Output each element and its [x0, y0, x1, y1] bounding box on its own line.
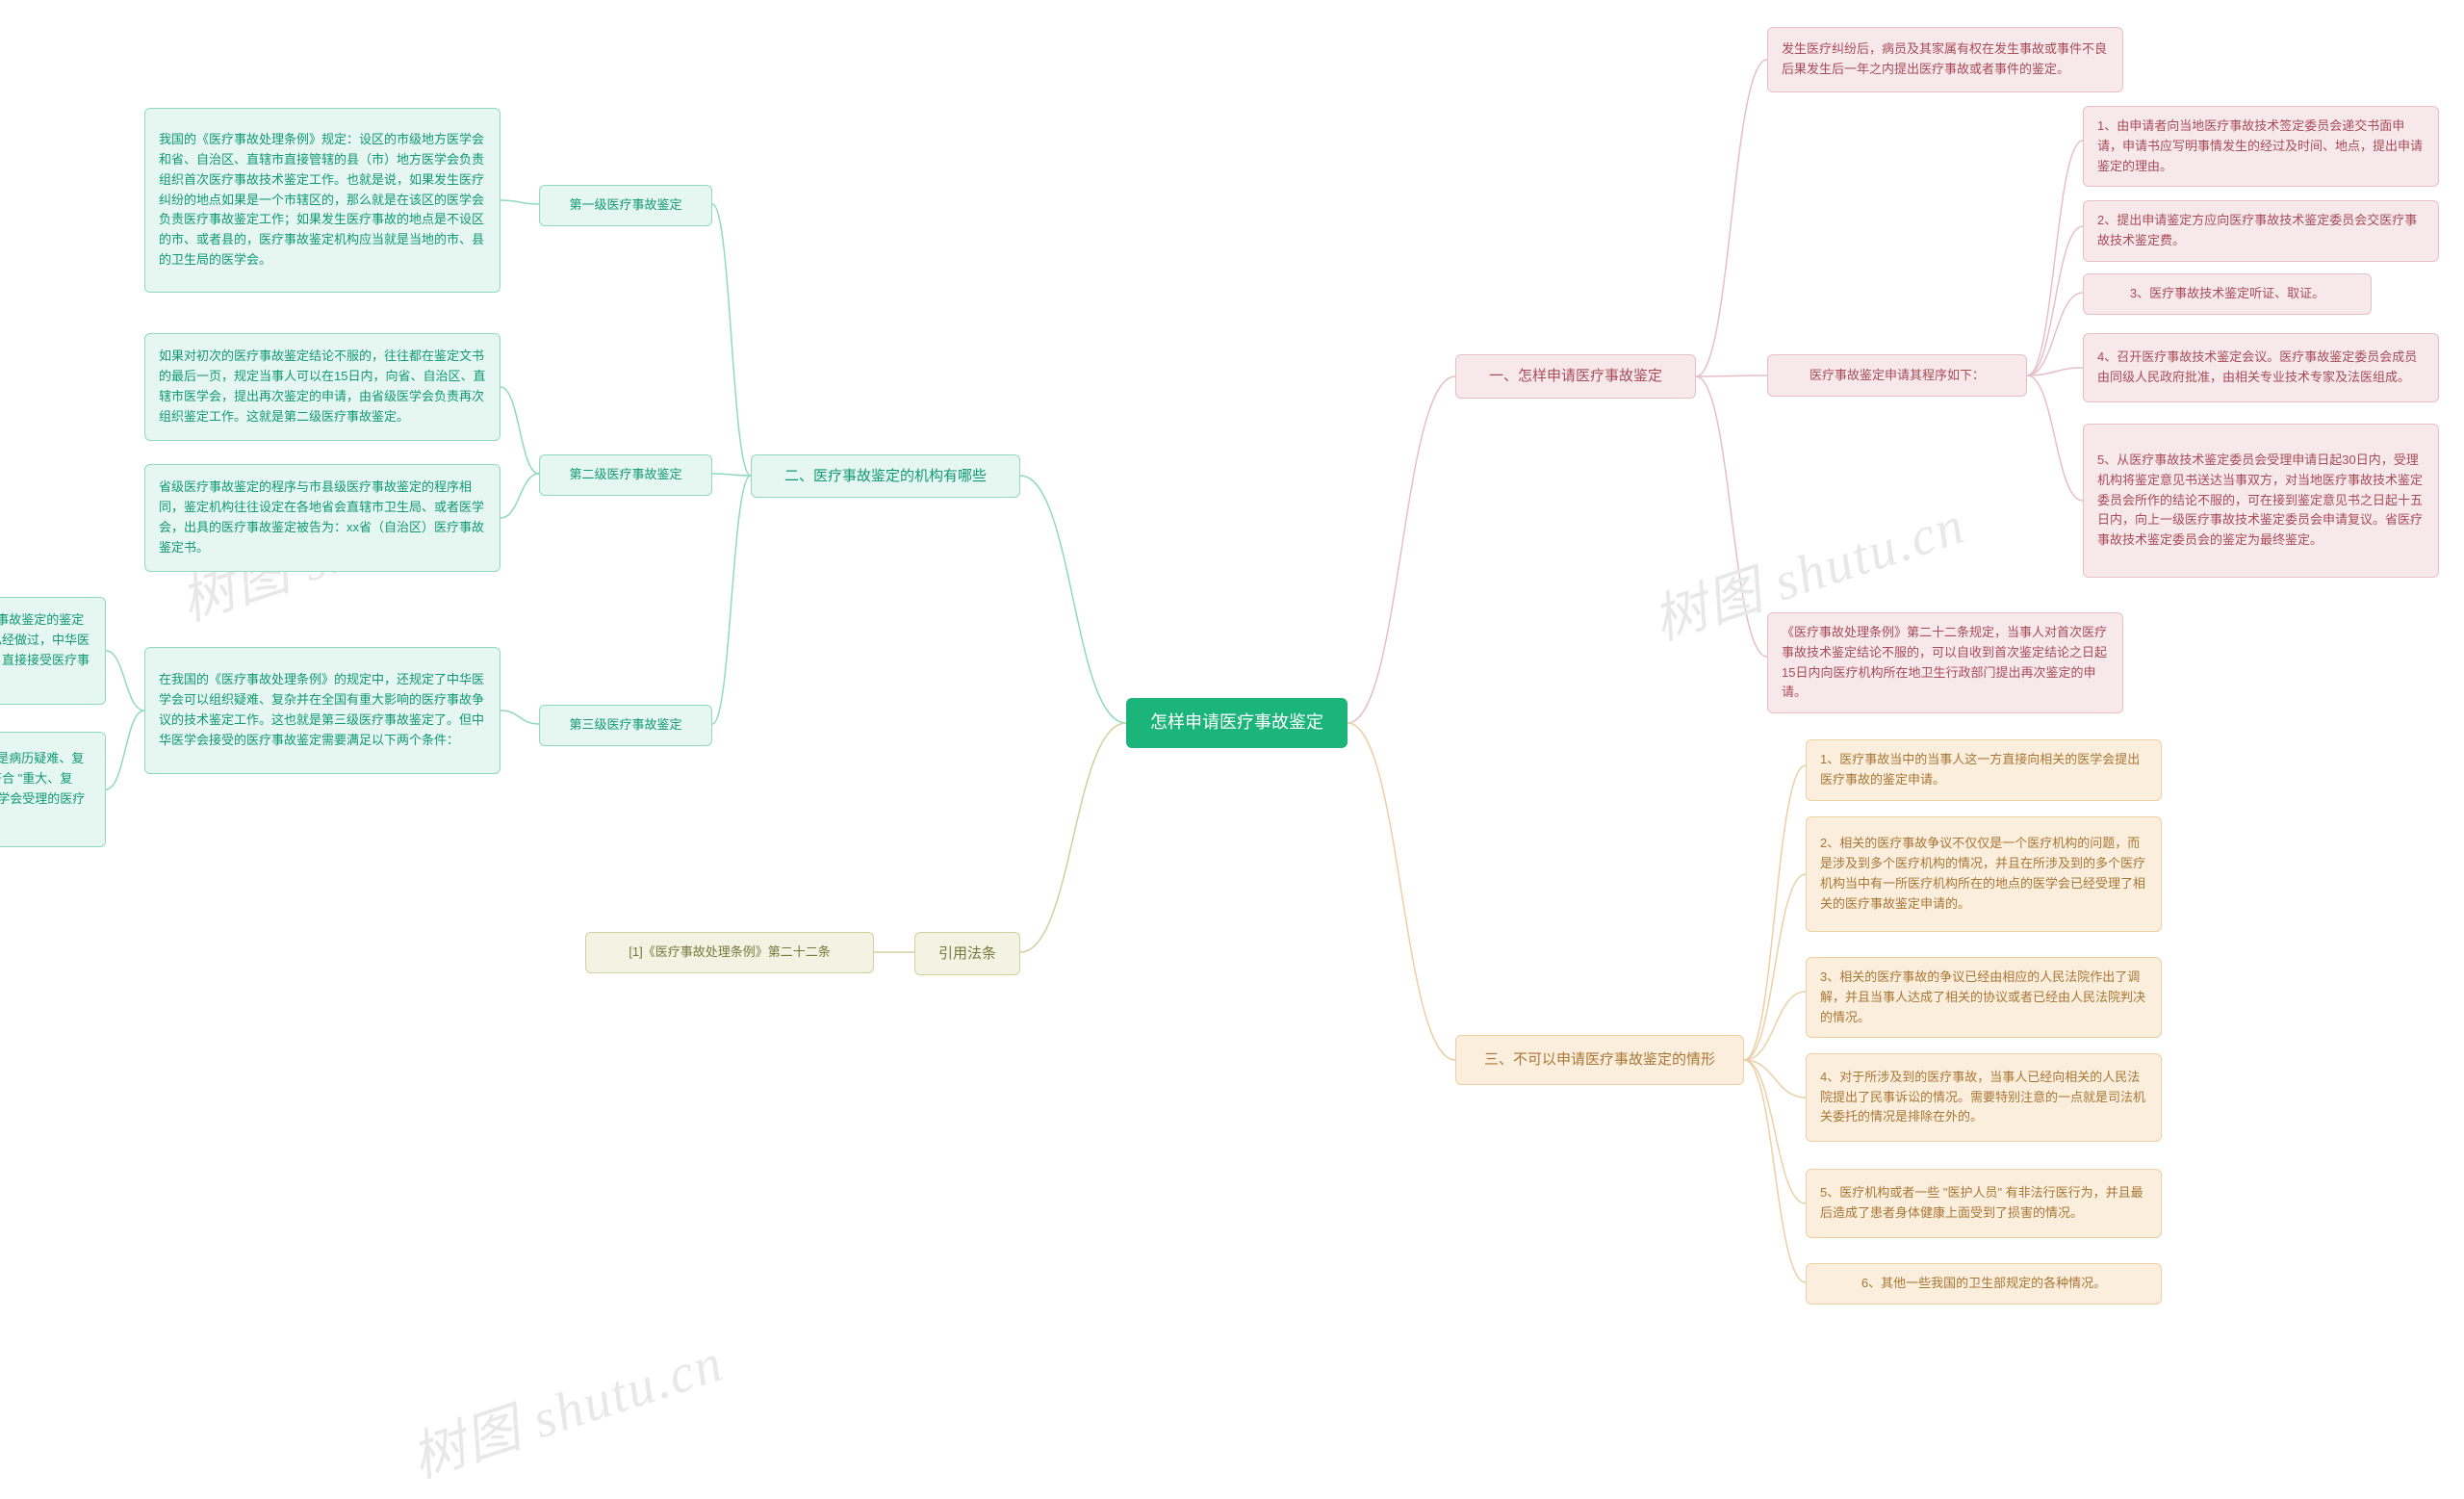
node-r1b5[interactable]: 5、从医疗事故技术鉴定委员会受理申请日起30日内，受理机构将鉴定意见书送达当事双… [2083, 424, 2439, 578]
node-l4a[interactable]: [1]《医疗事故处理条例》第二十二条 [585, 932, 874, 973]
node-r1a[interactable]: 发生医疗纠纷后，病员及其家属有权在发生事故或事件不良后果发生后一年之内提出医疗事… [1767, 27, 2123, 92]
node-r1b3[interactable]: 3、医疗事故技术鉴定听证、取证。 [2083, 273, 2372, 315]
node-r3c[interactable]: 3、相关的医疗事故的争议已经由相应的人民法院作出了调解，并且当事人达成了相关的协… [1806, 957, 2162, 1038]
branch-l2[interactable]: 二、医疗事故鉴定的机构有哪些 [751, 454, 1020, 498]
node-l2a[interactable]: 第一级医疗事故鉴定 [539, 185, 712, 226]
node-r1b2[interactable]: 2、提出申请鉴定方应向医疗事故技术鉴定委员会交医疗事故技术鉴定费。 [2083, 200, 2439, 262]
node-r1c[interactable]: 《医疗事故处理条例》第二十二条规定，当事人对首次医疗事故技术鉴定结论不服的，可以… [1767, 612, 2123, 713]
node-l2c1[interactable]: 在我国的《医疗事故处理条例》的规定中，还规定了中华医学会可以组织疑难、复杂并在全… [144, 647, 500, 774]
node-l2c[interactable]: 第三级医疗事故鉴定 [539, 705, 712, 746]
node-l2b1[interactable]: 如果对初次的医疗事故鉴定结论不服的，往往都在鉴定文书的最后一页，规定当事人可以在… [144, 333, 500, 441]
branch-r3[interactable]: 三、不可以申请医疗事故鉴定的情形 [1455, 1035, 1744, 1085]
node-r3f[interactable]: 6、其他一些我国的卫生部规定的各种情况。 [1806, 1263, 2162, 1305]
node-r1b4[interactable]: 4、召开医疗事故技术鉴定会议。医疗事故鉴定委员会成员由同级人民政府批准，由相关专… [2083, 333, 2439, 402]
node-l2c1b[interactable]: （2）中华医学会接受的鉴定案件，只能够是病历疑难、复杂并在全国有重大影响的医疗纠… [0, 732, 106, 847]
node-l2b2[interactable]: 省级医疗事故鉴定的程序与市县级医疗事故鉴定的程序相同，鉴定机构往往设定在各地省会… [144, 464, 500, 572]
branch-r1[interactable]: 一、怎样申请医疗事故鉴定 [1455, 354, 1696, 399]
node-l2c1a[interactable]: （1）不服市县级医疗事故鉴定和省级医疗事故鉴定的鉴定结论，也就是说前两级的医疗事… [0, 597, 106, 705]
node-r1b[interactable]: 医疗事故鉴定申请其程序如下： [1767, 354, 2027, 397]
mindmap-canvas: 树图 shutu.cn树图 shutu.cn树图 shutu.cn怎样申请医疗事… [0, 0, 2464, 1499]
node-r3b[interactable]: 2、相关的医疗事故争议不仅仅是一个医疗机构的问题，而是涉及到多个医疗机构的情况，… [1806, 816, 2162, 932]
node-r3d[interactable]: 4、对于所涉及到的医疗事故，当事人已经向相关的人民法院提出了民事诉讼的情况。需要… [1806, 1053, 2162, 1142]
node-r3e[interactable]: 5、医疗机构或者一些 "医护人员" 有非法行医行为，并且最后造成了患者身体健康上… [1806, 1169, 2162, 1238]
root-node[interactable]: 怎样申请医疗事故鉴定 [1126, 698, 1348, 748]
node-r1b1[interactable]: 1、由申请者向当地医疗事故技术签定委员会递交书面申请，申请书应写明事情发生的经过… [2083, 106, 2439, 187]
node-r3a[interactable]: 1、医疗事故当中的当事人这一方直接向相关的医学会提出医疗事故的鉴定申请。 [1806, 739, 2162, 801]
watermark: 树图 shutu.cn [400, 1319, 732, 1493]
branch-l4[interactable]: 引用法条 [914, 932, 1020, 975]
node-l2b[interactable]: 第二级医疗事故鉴定 [539, 454, 712, 496]
node-l2a1[interactable]: 我国的《医疗事故处理条例》规定：设区的市级地方医学会和省、自治区、直辖市直接管辖… [144, 108, 500, 293]
